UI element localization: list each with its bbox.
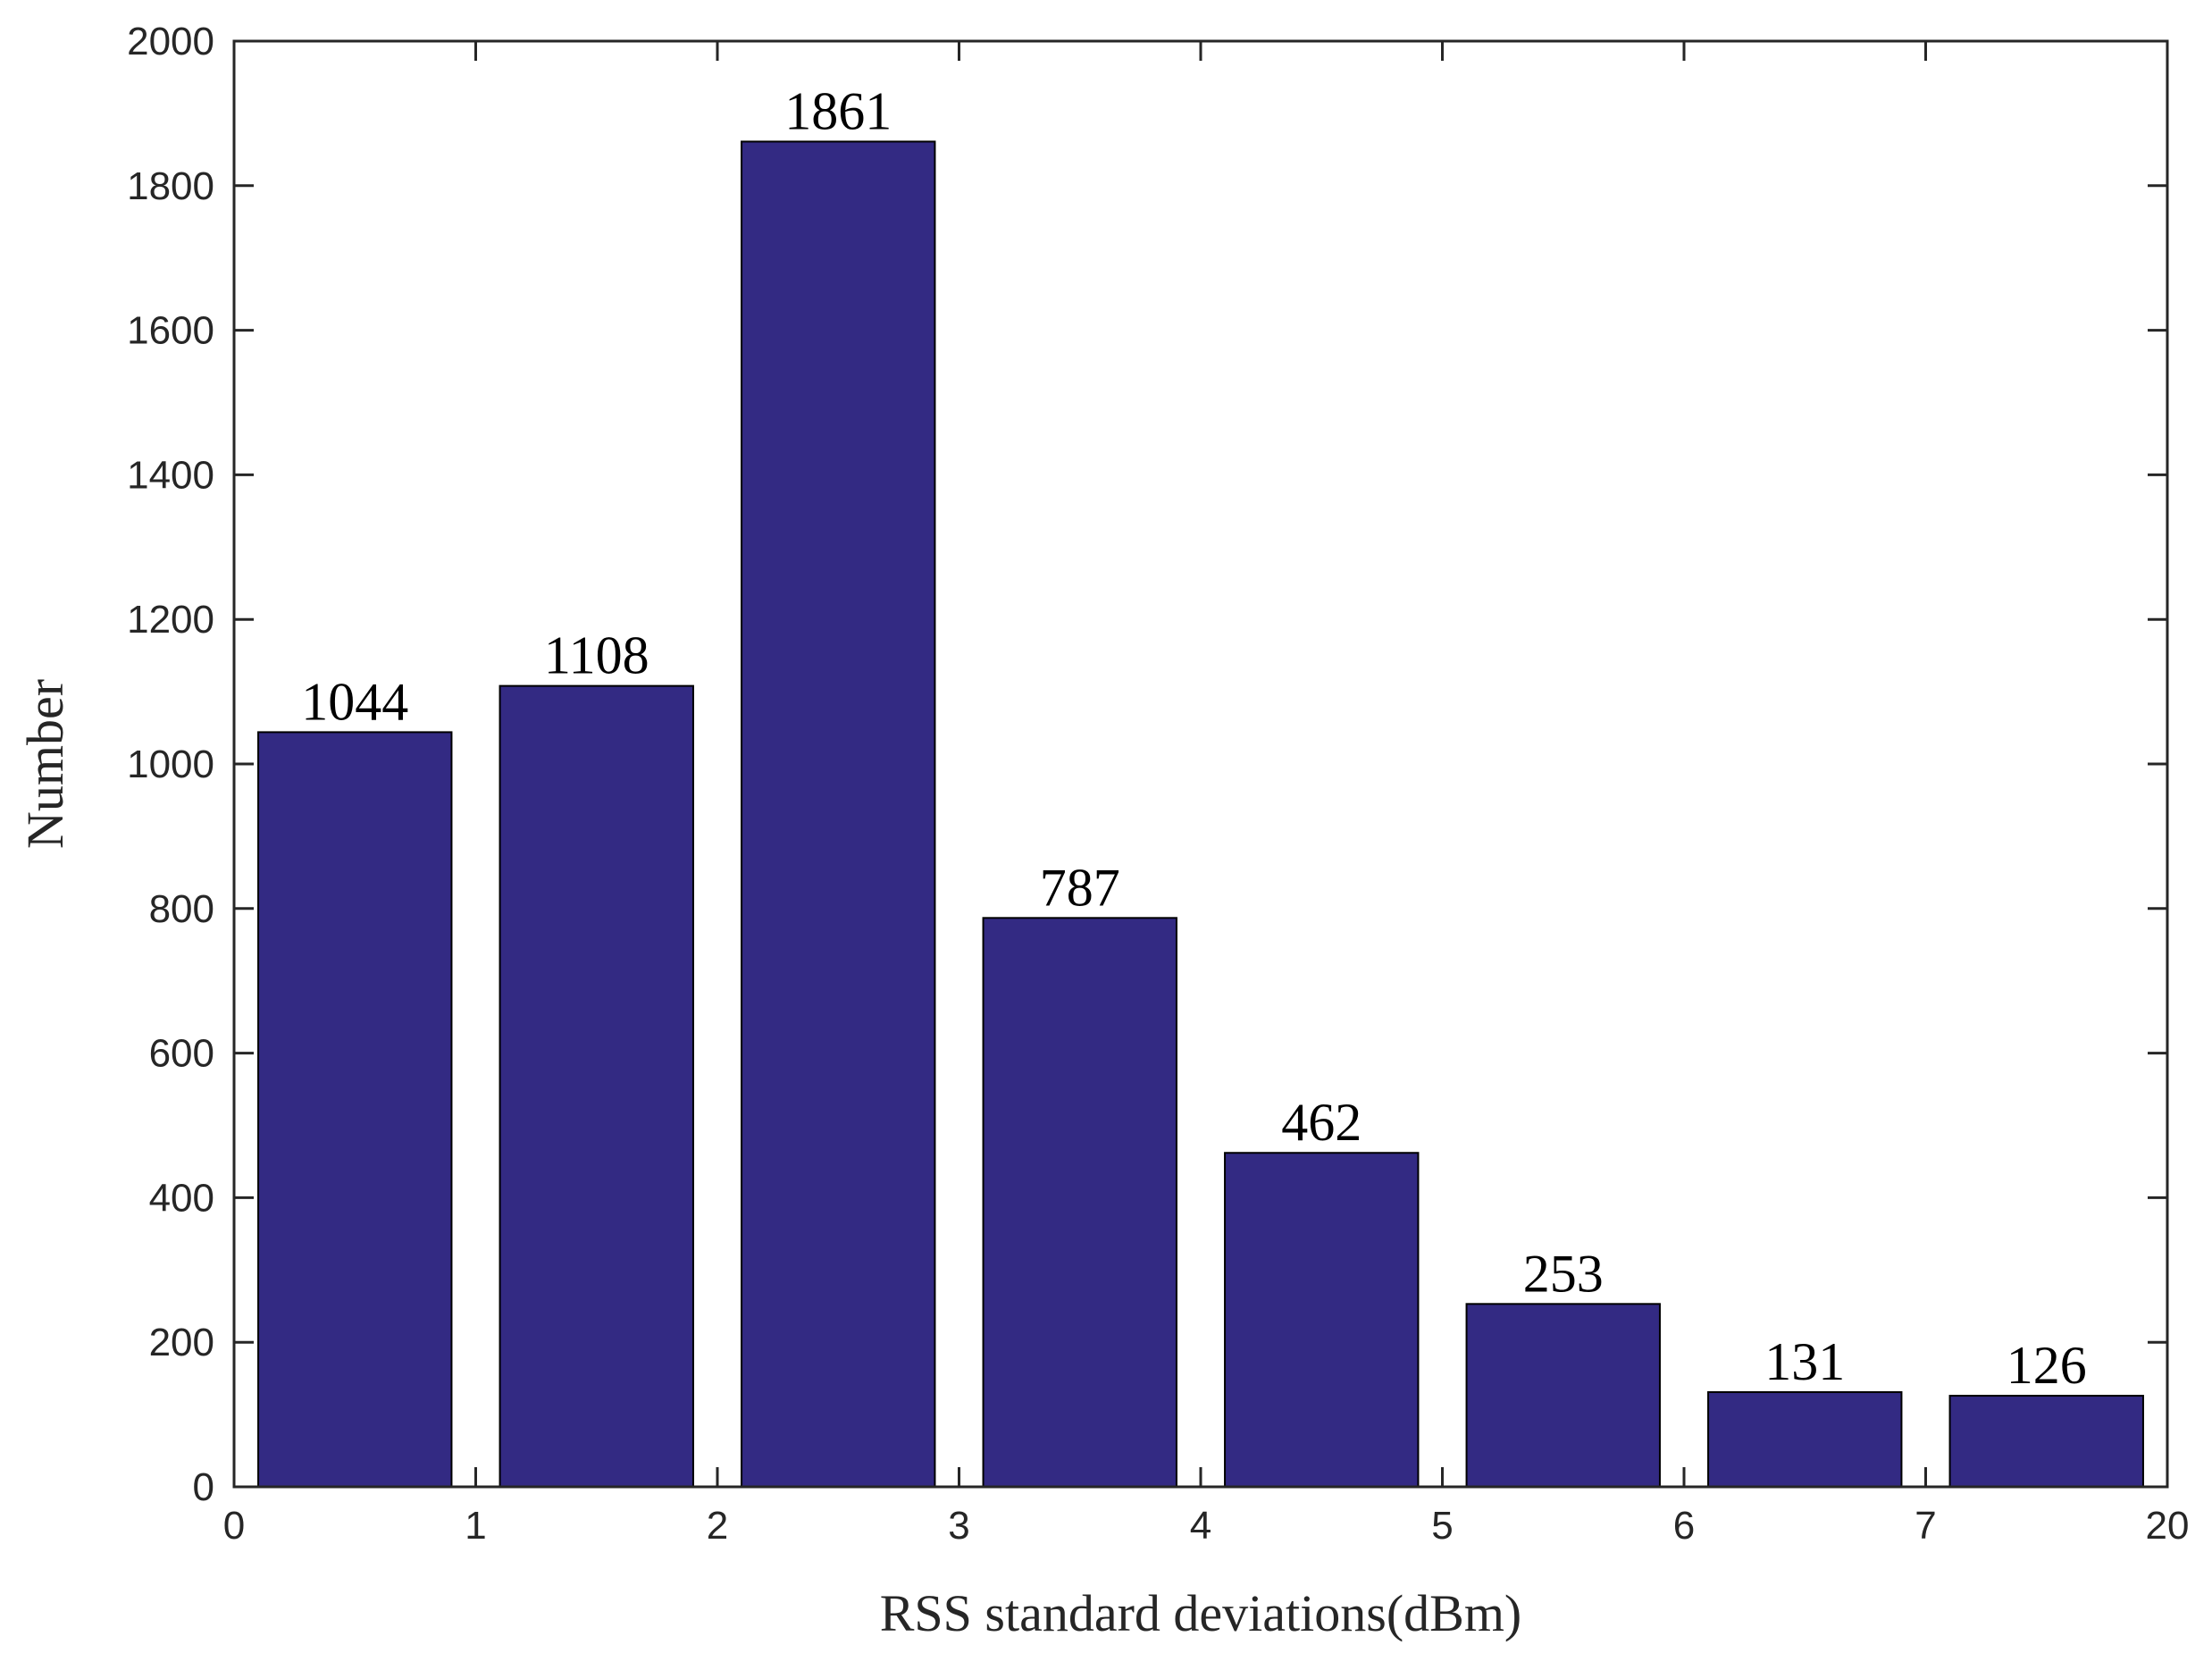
y-tick-label: 1400: [127, 453, 214, 497]
y-tick-label: 0: [193, 1465, 214, 1509]
x-tick-label: 3: [948, 1504, 969, 1548]
bar-7-20: [1948, 1395, 2144, 1489]
data-label-3-4: 787: [1040, 858, 1120, 917]
y-tick-label: 400: [149, 1176, 214, 1220]
y-tick-label: 800: [149, 887, 214, 931]
y-tick-label: 200: [149, 1321, 214, 1364]
y-tick-label: 1200: [127, 598, 214, 642]
y-tick-label: 1600: [127, 309, 214, 353]
y-tick-label: 2000: [127, 20, 214, 63]
x-tick-label: 1: [465, 1504, 486, 1548]
y-tick-label: 600: [149, 1032, 214, 1076]
data-label-2-3: 1861: [784, 81, 892, 140]
y-tick-label: 1000: [127, 743, 214, 786]
bar-4-5: [1224, 1152, 1420, 1488]
x-tick-label: 5: [1431, 1504, 1453, 1548]
y-tick-label: 1800: [127, 164, 214, 208]
data-label-7-20: 126: [2007, 1336, 2087, 1395]
bar-5-6: [1465, 1303, 1661, 1488]
x-tick-label: 0: [223, 1504, 245, 1548]
data-label-0-1: 1044: [301, 672, 408, 731]
data-label-5-6: 253: [1523, 1244, 1604, 1303]
bars-layer: [257, 140, 2144, 1489]
x-tick-label: 6: [1673, 1504, 1695, 1548]
x-tick-label: 20: [2146, 1504, 2190, 1548]
x-tick-label: 7: [1915, 1504, 1936, 1548]
data-label-1-2: 1108: [544, 626, 649, 685]
bar-0-1: [257, 731, 453, 1488]
x-axis-title: RSS standard deviations(dBm): [880, 1584, 1522, 1642]
y-axis-title: Number: [16, 679, 74, 849]
x-tick-label: 2: [707, 1504, 728, 1548]
bar-3-4: [982, 917, 1177, 1488]
data-labels: 1044 1108 1861 787 462 253 131 126: [301, 81, 2087, 1395]
data-label-4-5: 462: [1281, 1093, 1362, 1152]
data-label-6-7: 131: [1764, 1332, 1845, 1391]
x-tick-label: 4: [1190, 1504, 1211, 1548]
bar-1-2: [499, 684, 694, 1488]
bar-2-3: [741, 140, 936, 1488]
bar-6-7: [1707, 1391, 1903, 1488]
